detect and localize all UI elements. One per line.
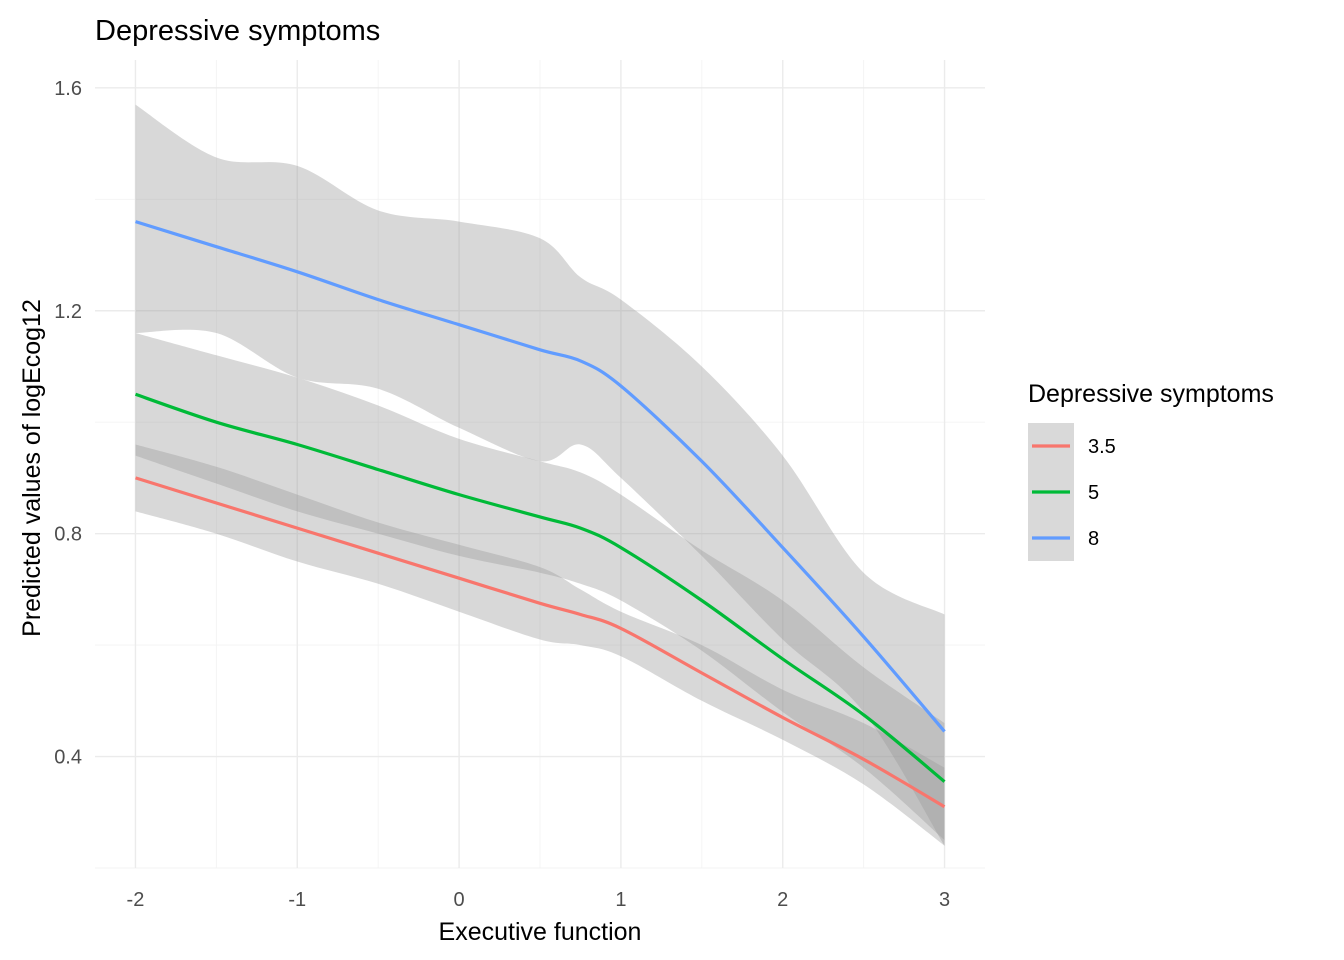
y-tick-label: 0.8 (54, 524, 82, 546)
chart-title: Depressive symptoms (95, 15, 380, 47)
x-axis: -2 -1 0 1 2 3 (127, 889, 951, 911)
y-axis-title: Predicted values of logEcog12 (18, 299, 46, 637)
x-tick-label: -1 (288, 889, 306, 911)
confidence-bands (135, 104, 945, 846)
confidence-band-8 (135, 104, 945, 846)
series-line-5 (134, 392, 946, 783)
confidence-band-3.5 (135, 444, 945, 846)
series-lines (134, 220, 946, 809)
x-axis-title: Executive function (439, 918, 642, 946)
confidence-band-5 (135, 333, 945, 841)
y-axis: 0.4 0.8 1.2 1.6 (54, 78, 82, 769)
legend-label: 3.5 (1088, 436, 1116, 458)
y-tick-label: 1.6 (54, 78, 82, 100)
legend-item-3.5: 3.5 (1028, 423, 1116, 469)
legend-title: Depressive symptoms (1028, 380, 1274, 408)
legend-item-5: 5 (1028, 469, 1099, 515)
legend: Depressive symptoms 3.5 5 8 (1028, 380, 1274, 561)
x-tick-label: 1 (615, 889, 626, 911)
x-tick-label: 0 (454, 889, 465, 911)
grid (95, 60, 985, 869)
legend-label: 8 (1088, 528, 1099, 550)
legend-item-8: 8 (1028, 515, 1099, 561)
legend-label: 5 (1088, 482, 1099, 504)
x-tick-label: 2 (777, 889, 788, 911)
series-line-3.5 (135, 476, 946, 809)
series-line-8 (135, 220, 946, 733)
x-tick-label: 3 (939, 889, 950, 911)
y-tick-label: 1.2 (54, 301, 82, 323)
y-tick-label: 0.4 (54, 747, 82, 769)
x-tick-label: -2 (127, 889, 145, 911)
